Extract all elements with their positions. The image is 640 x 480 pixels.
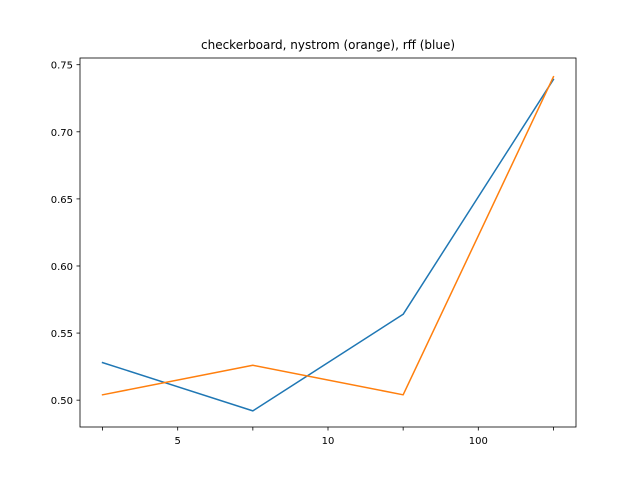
y-tick-label-5: 0.75 bbox=[51, 61, 73, 72]
y-tick-label-4: 0.70 bbox=[51, 128, 73, 139]
x-tick-label-5: 100 bbox=[469, 436, 488, 447]
chart-title: checkerboard, nystrom (orange), rff (blu… bbox=[201, 38, 455, 52]
x-tick-label-1: 5 bbox=[175, 436, 181, 447]
y-tick-label-1: 0.55 bbox=[51, 329, 73, 340]
x-tick-label-3: 10 bbox=[322, 436, 335, 447]
y-tick-label-3: 0.65 bbox=[51, 195, 73, 206]
series-line-1 bbox=[101, 75, 555, 396]
plot-area: 5 10 100 0.50 0.55 0.60 0.65 0.70 0.75 bbox=[51, 57, 577, 447]
y-tick-label-0: 0.50 bbox=[51, 396, 73, 407]
series-line-0 bbox=[101, 78, 555, 412]
y-tick-label-2: 0.60 bbox=[51, 262, 73, 273]
